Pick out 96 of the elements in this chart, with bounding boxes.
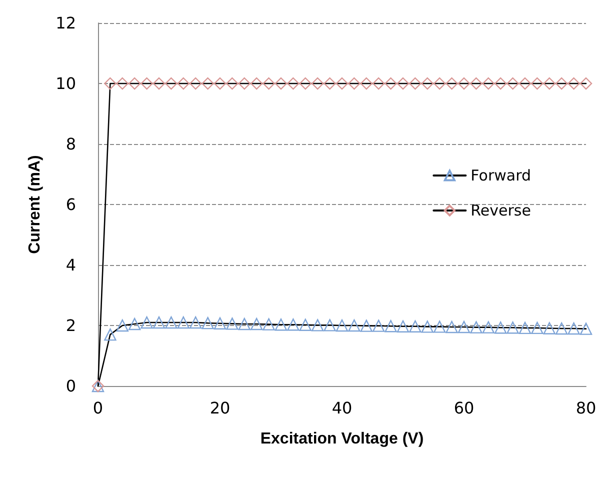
point <box>202 77 214 90</box>
point <box>556 322 568 335</box>
point <box>104 77 116 90</box>
point <box>274 318 288 331</box>
point <box>518 322 532 334</box>
point <box>116 319 128 332</box>
point <box>336 319 348 332</box>
point <box>287 318 300 331</box>
point <box>214 77 226 90</box>
point <box>434 77 446 90</box>
point <box>312 319 324 332</box>
point <box>128 318 141 330</box>
point <box>226 77 238 90</box>
point <box>238 77 250 90</box>
x-tick-label: 80 <box>576 398 596 418</box>
legend-label: Forward <box>470 166 532 184</box>
point <box>506 77 519 90</box>
point <box>470 77 482 90</box>
point <box>396 320 410 333</box>
point <box>384 77 397 90</box>
point <box>494 322 507 334</box>
point <box>190 77 202 90</box>
x-tick-label: 20 <box>210 398 230 418</box>
point <box>152 316 166 329</box>
x-axis-title: Excitation Voltage (V) <box>260 430 424 448</box>
point <box>128 77 141 90</box>
point <box>226 318 238 330</box>
point <box>262 77 275 90</box>
point <box>494 77 507 90</box>
point <box>421 77 434 90</box>
point <box>177 77 190 90</box>
legend-label: Reverse <box>470 202 531 220</box>
point <box>531 77 544 90</box>
point <box>250 318 263 330</box>
point <box>324 77 336 90</box>
y-tick-label: 12 <box>56 14 76 32</box>
point <box>104 328 116 341</box>
point <box>360 77 372 90</box>
point <box>299 77 312 90</box>
y-tick-label: 2 <box>66 316 76 335</box>
point <box>409 77 422 90</box>
y-tick-label: 8 <box>66 134 76 154</box>
point <box>116 77 128 90</box>
point <box>458 77 470 90</box>
point <box>506 322 519 334</box>
point <box>262 318 275 330</box>
point <box>165 316 178 329</box>
point <box>482 321 494 334</box>
point <box>568 77 580 90</box>
point <box>190 316 202 329</box>
point <box>177 316 190 329</box>
point <box>274 77 288 90</box>
point <box>372 320 385 332</box>
point <box>202 316 214 330</box>
point <box>580 77 592 90</box>
point <box>543 322 556 334</box>
y-tick-label: 0 <box>66 376 76 396</box>
point <box>348 77 360 90</box>
point <box>568 322 580 335</box>
point <box>238 318 250 330</box>
point <box>518 77 532 90</box>
x-tick-label: 40 <box>332 398 352 418</box>
point <box>421 320 434 333</box>
x-tick-label: 0 <box>92 398 104 418</box>
point <box>250 77 263 90</box>
point <box>446 320 458 334</box>
point <box>384 320 397 332</box>
point <box>348 319 360 332</box>
point <box>470 321 482 334</box>
point <box>446 77 458 90</box>
point <box>140 316 153 329</box>
point <box>324 319 336 332</box>
y-tick-label: 6 <box>66 195 76 214</box>
point <box>458 320 470 334</box>
point <box>372 77 385 90</box>
point <box>287 77 300 90</box>
y-tick-label: 4 <box>66 256 76 274</box>
point <box>312 77 324 90</box>
point <box>556 77 568 90</box>
point <box>165 77 178 90</box>
point <box>214 317 226 330</box>
point <box>580 322 592 335</box>
point <box>434 320 446 333</box>
point <box>152 77 166 90</box>
y-axis-title: Current (mA) <box>26 155 44 254</box>
point <box>360 320 372 332</box>
point <box>396 77 410 90</box>
point <box>336 77 348 90</box>
point <box>531 322 544 334</box>
point <box>543 77 556 90</box>
point <box>299 318 312 331</box>
point <box>140 77 153 90</box>
point <box>409 320 422 333</box>
x-tick-label: 60 <box>454 398 474 418</box>
y-tick-label: 10 <box>56 74 76 93</box>
point <box>482 77 494 90</box>
